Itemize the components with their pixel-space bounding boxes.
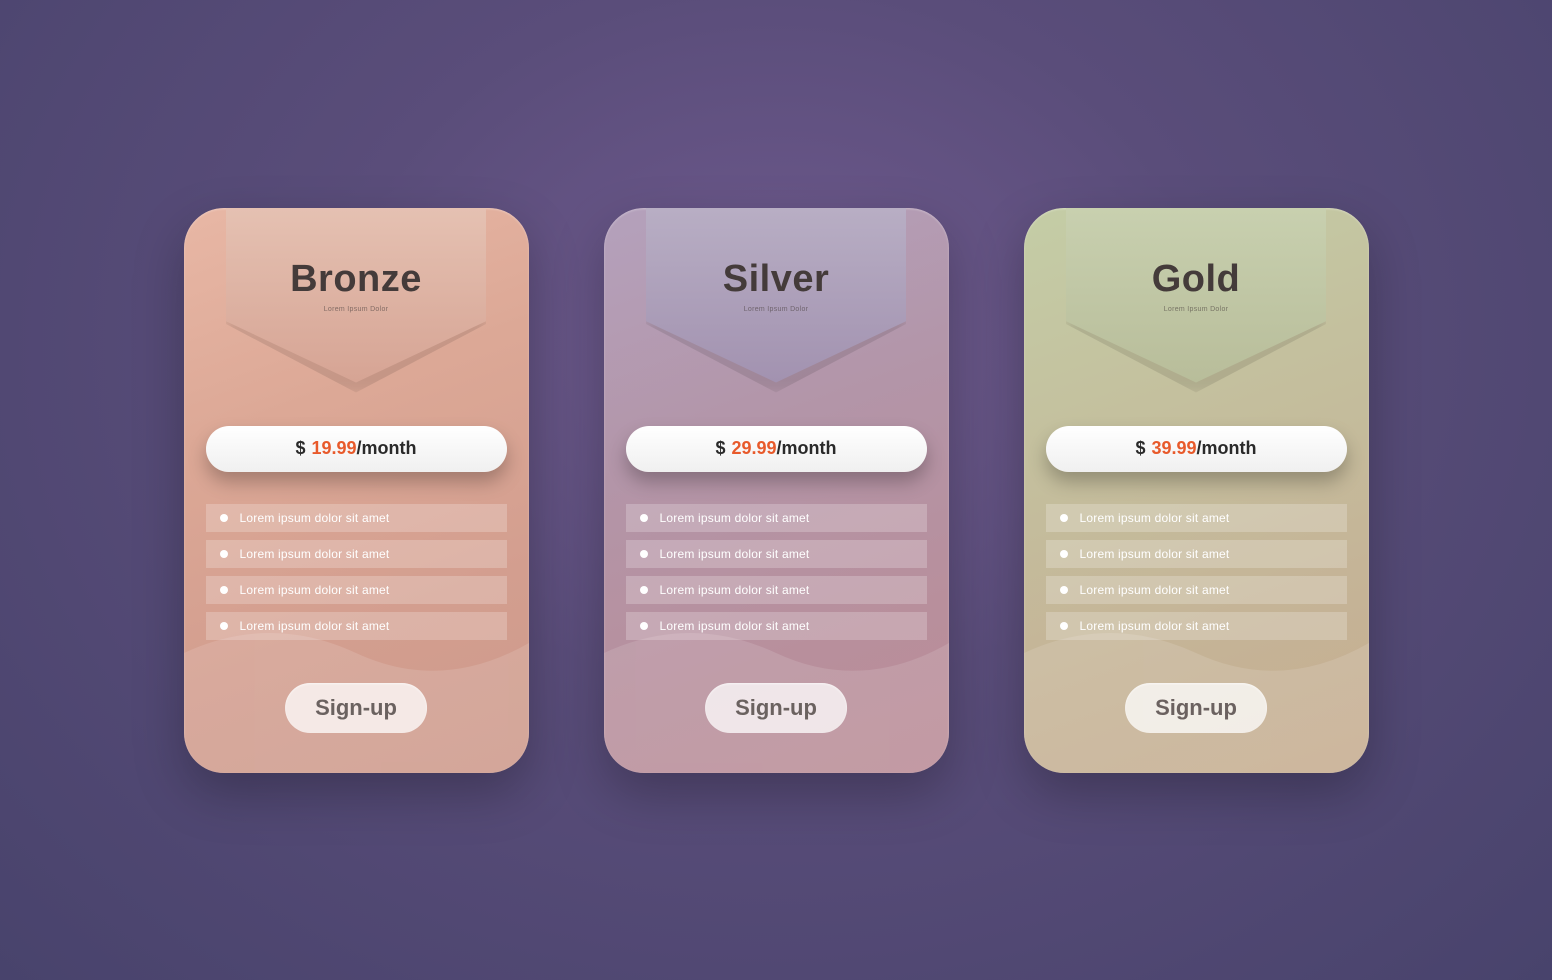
feature-row: Lorem ipsum dolor sit amet <box>1046 612 1347 640</box>
feature-text: Lorem ipsum dolor sit amet <box>660 619 810 633</box>
bullet-icon <box>220 514 228 522</box>
feature-list: Lorem ipsum dolor sit amet Lorem ipsum d… <box>626 504 927 640</box>
bullet-icon <box>1060 586 1068 594</box>
bullet-icon <box>220 586 228 594</box>
plan-subtitle: Lorem Ipsum Dolor <box>604 306 949 313</box>
feature-row: Lorem ipsum dolor sit amet <box>206 612 507 640</box>
signup-button[interactable]: Sign-up <box>1125 683 1267 733</box>
feature-text: Lorem ipsum dolor sit amet <box>660 511 810 525</box>
signup-button[interactable]: Sign-up <box>705 683 847 733</box>
price-pill: $ 39.99 /month <box>1046 426 1347 472</box>
plan-subtitle: Lorem Ipsum Dolor <box>184 306 529 313</box>
feature-row: Lorem ipsum dolor sit amet <box>206 504 507 532</box>
price-currency: $ <box>295 438 305 459</box>
bullet-icon <box>1060 622 1068 630</box>
pricing-card-silver: Silver Lorem Ipsum Dolor $ 29.99 /month … <box>604 208 949 773</box>
feature-row: Lorem ipsum dolor sit amet <box>206 540 507 568</box>
feature-row: Lorem ipsum dolor sit amet <box>626 612 927 640</box>
feature-text: Lorem ipsum dolor sit amet <box>240 547 390 561</box>
bullet-icon <box>640 550 648 558</box>
plan-title: Silver <box>604 258 949 301</box>
price-period: /month <box>357 438 417 459</box>
price-period: /month <box>777 438 837 459</box>
feature-row: Lorem ipsum dolor sit amet <box>626 540 927 568</box>
bullet-icon <box>1060 514 1068 522</box>
price-value: 19.99 <box>311 438 356 459</box>
pricing-card-gold: Gold Lorem Ipsum Dolor $ 39.99 /month Lo… <box>1024 208 1369 773</box>
price-pill: $ 29.99 /month <box>626 426 927 472</box>
price-period: /month <box>1197 438 1257 459</box>
feature-list: Lorem ipsum dolor sit amet Lorem ipsum d… <box>206 504 507 640</box>
feature-text: Lorem ipsum dolor sit amet <box>1080 547 1230 561</box>
feature-text: Lorem ipsum dolor sit amet <box>240 511 390 525</box>
feature-row: Lorem ipsum dolor sit amet <box>626 576 927 604</box>
feature-text: Lorem ipsum dolor sit amet <box>660 583 810 597</box>
feature-text: Lorem ipsum dolor sit amet <box>1080 619 1230 633</box>
feature-text: Lorem ipsum dolor sit amet <box>1080 511 1230 525</box>
feature-row: Lorem ipsum dolor sit amet <box>1046 504 1347 532</box>
signup-button[interactable]: Sign-up <box>285 683 427 733</box>
plan-subtitle: Lorem Ipsum Dolor <box>1024 306 1369 313</box>
price-currency: $ <box>715 438 725 459</box>
price-value: 29.99 <box>731 438 776 459</box>
feature-row: Lorem ipsum dolor sit amet <box>626 504 927 532</box>
bullet-icon <box>640 622 648 630</box>
bullet-icon <box>1060 550 1068 558</box>
feature-row: Lorem ipsum dolor sit amet <box>206 576 507 604</box>
bullet-icon <box>220 622 228 630</box>
feature-text: Lorem ipsum dolor sit amet <box>1080 583 1230 597</box>
feature-text: Lorem ipsum dolor sit amet <box>660 547 810 561</box>
bullet-icon <box>640 514 648 522</box>
feature-row: Lorem ipsum dolor sit amet <box>1046 540 1347 568</box>
price-value: 39.99 <box>1151 438 1196 459</box>
feature-text: Lorem ipsum dolor sit amet <box>240 583 390 597</box>
bullet-icon <box>220 550 228 558</box>
plan-title: Gold <box>1024 258 1369 301</box>
plan-title: Bronze <box>184 258 529 301</box>
price-currency: $ <box>1135 438 1145 459</box>
feature-text: Lorem ipsum dolor sit amet <box>240 619 390 633</box>
pricing-card-bronze: Bronze Lorem Ipsum Dolor $ 19.99 /month … <box>184 208 529 773</box>
feature-row: Lorem ipsum dolor sit amet <box>1046 576 1347 604</box>
bullet-icon <box>640 586 648 594</box>
price-pill: $ 19.99 /month <box>206 426 507 472</box>
feature-list: Lorem ipsum dolor sit amet Lorem ipsum d… <box>1046 504 1347 640</box>
